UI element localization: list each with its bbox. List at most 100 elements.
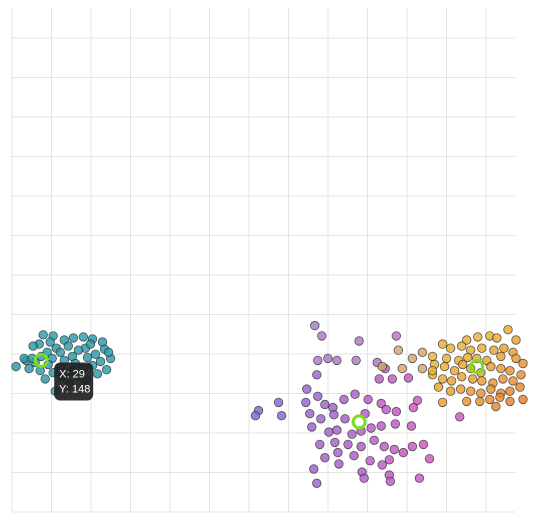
scatter-point[interactable] — [315, 439, 325, 450]
scatter-point[interactable] — [485, 394, 495, 405]
scatter-point[interactable] — [390, 419, 401, 429]
scatter-point[interactable] — [505, 386, 515, 396]
scatter-point[interactable] — [458, 359, 468, 370]
scatter-point[interactable] — [28, 341, 38, 351]
scatter-point[interactable] — [354, 336, 364, 346]
scatter-point[interactable] — [477, 343, 487, 353]
scatter-point[interactable] — [455, 412, 465, 422]
scatter-point[interactable] — [377, 460, 387, 470]
scatter-point[interactable] — [391, 331, 402, 341]
scatter-point[interactable] — [250, 411, 261, 421]
scatter-point[interactable] — [334, 459, 344, 469]
scatter-point[interactable] — [95, 356, 106, 367]
scatter-point[interactable] — [55, 347, 66, 358]
scatter-point[interactable] — [456, 384, 466, 394]
scatter-point[interactable] — [332, 355, 342, 366]
scatter-point[interactable] — [498, 374, 508, 384]
cluster-centroid[interactable] — [351, 414, 367, 430]
scatter-point[interactable] — [457, 372, 467, 382]
scatter-point[interactable] — [343, 439, 353, 450]
scatter-point[interactable] — [45, 337, 55, 347]
scatter-point[interactable] — [374, 374, 384, 384]
scatter-point[interactable] — [313, 391, 323, 402]
scatter-point[interactable] — [366, 423, 376, 433]
scatter-point[interactable] — [491, 401, 501, 412]
scatter-point[interactable] — [333, 447, 343, 458]
scatter-point[interactable] — [90, 349, 101, 360]
scatter-point[interactable] — [385, 476, 396, 487]
scatter-point[interactable] — [273, 397, 284, 408]
scatter-point[interactable] — [516, 370, 526, 380]
scatter-point[interactable] — [462, 335, 472, 345]
scatter-point[interactable] — [312, 370, 322, 380]
scatter-point[interactable] — [424, 454, 435, 464]
scatter-point[interactable] — [38, 330, 48, 340]
scatter-point[interactable] — [316, 414, 326, 424]
scatter-point[interactable] — [92, 369, 103, 379]
scatter-point[interactable] — [475, 396, 485, 407]
scatter-point[interactable] — [511, 353, 521, 364]
scatter-point[interactable] — [511, 335, 521, 345]
scatter-point[interactable] — [101, 365, 112, 375]
scatter-point[interactable] — [349, 451, 359, 461]
scatter-point[interactable] — [350, 389, 360, 399]
scatter-point[interactable] — [486, 384, 496, 394]
scatter-point[interactable] — [496, 363, 506, 374]
scatter-point[interactable] — [313, 355, 323, 366]
scatter-point[interactable] — [515, 382, 525, 392]
scatter-point[interactable] — [340, 414, 350, 424]
scatter-point[interactable] — [505, 366, 515, 376]
scatter-point[interactable] — [503, 325, 513, 335]
scatter-point[interactable] — [407, 441, 418, 452]
scatter-point[interactable] — [473, 332, 483, 342]
scatter-point[interactable] — [339, 394, 349, 405]
scatter-point[interactable] — [518, 394, 528, 405]
scatter-point[interactable] — [391, 406, 402, 417]
scatter-point[interactable] — [356, 441, 366, 452]
scatter-point[interactable] — [412, 395, 423, 406]
scatter-point[interactable] — [11, 361, 21, 372]
scatter-point[interactable] — [332, 425, 342, 435]
scatter-point[interactable] — [369, 435, 379, 446]
scatter-point[interactable] — [310, 320, 320, 331]
scatter-point[interactable] — [377, 361, 387, 372]
scatter-point[interactable] — [376, 398, 386, 409]
scatter-point[interactable] — [499, 343, 509, 353]
scatter-point[interactable] — [103, 347, 114, 358]
scatter-point[interactable] — [359, 473, 369, 483]
scatter-point[interactable] — [468, 374, 478, 384]
scatter-point[interactable] — [408, 402, 419, 413]
scatter-point[interactable] — [330, 437, 340, 448]
scatter-point[interactable] — [457, 341, 467, 351]
scatter-point[interactable] — [463, 352, 473, 363]
scatter-point[interactable] — [324, 427, 334, 437]
scatter-point[interactable] — [492, 333, 502, 343]
scatter-point[interactable] — [403, 373, 414, 383]
scatter-point[interactable] — [397, 363, 408, 374]
scatter-point[interactable] — [414, 473, 425, 483]
scatter-point[interactable] — [439, 361, 450, 372]
scatter-point[interactable] — [85, 339, 96, 349]
scatter-point[interactable] — [347, 429, 357, 439]
scatter-point[interactable] — [82, 352, 93, 363]
scatter-point[interactable] — [505, 396, 515, 407]
scatter-point[interactable] — [418, 439, 429, 450]
scatter-point[interactable] — [323, 353, 333, 364]
scatter-point[interactable] — [476, 388, 486, 398]
cluster-centroid[interactable] — [33, 352, 49, 368]
scatter-point[interactable] — [495, 392, 505, 403]
scatter-point[interactable] — [379, 441, 389, 452]
scatter-point[interactable] — [427, 366, 438, 376]
scatter-point[interactable] — [437, 397, 448, 408]
scatter-point[interactable] — [437, 374, 448, 384]
scatter-point[interactable] — [365, 456, 375, 466]
scatter-point[interactable] — [417, 363, 428, 374]
scatter-point[interactable] — [24, 363, 34, 374]
cluster-centroid[interactable] — [469, 359, 485, 375]
scatter-point[interactable] — [302, 384, 312, 394]
scatter-point[interactable] — [486, 361, 496, 372]
scatter-point[interactable] — [445, 343, 456, 353]
scatter-point[interactable] — [363, 394, 373, 405]
scatter-point[interactable] — [320, 399, 330, 410]
scatter-point[interactable] — [398, 447, 409, 458]
